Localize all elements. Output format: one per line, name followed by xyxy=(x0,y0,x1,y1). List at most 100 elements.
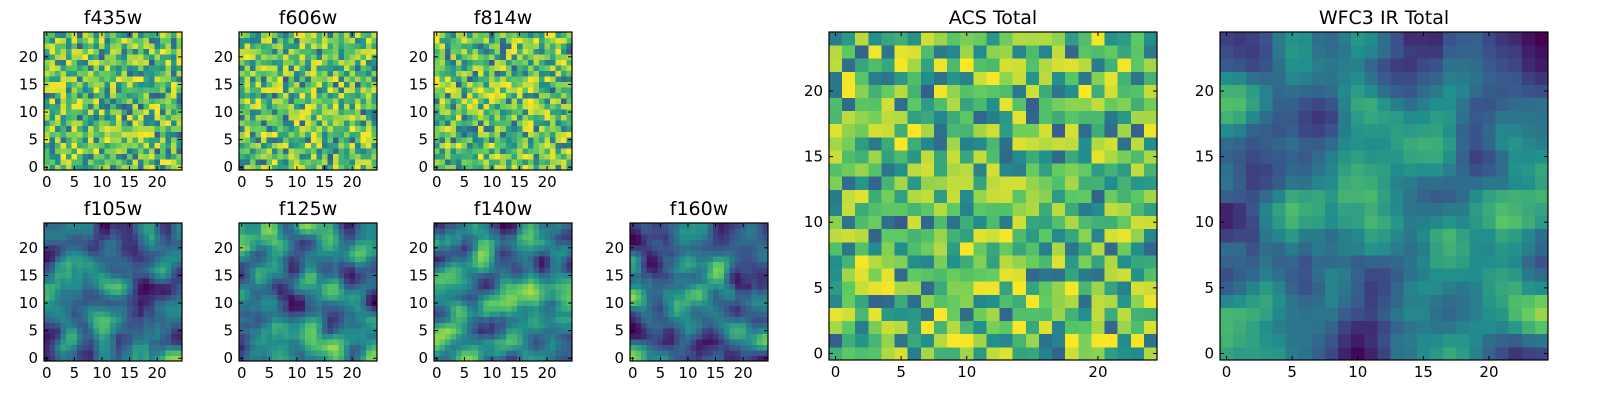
heatmap-cell xyxy=(93,153,100,160)
heatmap-cell xyxy=(500,272,507,279)
heatmap-cell xyxy=(555,338,562,345)
heatmap-cell xyxy=(505,59,512,66)
heatmap-cell xyxy=(439,120,446,127)
heatmap-cell xyxy=(549,81,556,88)
heatmap-cell xyxy=(44,228,50,235)
heatmap-cell xyxy=(272,327,279,334)
heatmap-cell xyxy=(104,289,111,296)
heatmap-cell xyxy=(555,327,562,334)
heatmap-cell xyxy=(674,250,681,257)
heatmap-cell xyxy=(159,136,166,143)
heatmap-cell xyxy=(489,278,496,285)
heatmap-cell xyxy=(478,65,485,72)
heatmap-cell xyxy=(1104,228,1119,243)
heatmap-cell xyxy=(690,349,697,356)
heatmap-cell xyxy=(701,239,708,246)
heatmap-cell xyxy=(60,245,67,251)
heatmap-cell xyxy=(148,272,155,279)
heatmap-cell xyxy=(55,43,61,49)
heatmap-cell xyxy=(881,307,895,322)
heatmap-cell xyxy=(261,158,267,165)
heatmap-cell xyxy=(349,92,356,99)
heatmap-cell xyxy=(71,65,78,72)
heatmap-cell xyxy=(93,70,100,77)
heatmap-cell xyxy=(472,92,479,99)
heatmap-cell xyxy=(450,327,457,334)
heatmap-cell xyxy=(66,278,72,285)
heatmap-cell xyxy=(82,103,89,110)
heatmap-cell xyxy=(549,120,556,127)
heatmap-cell xyxy=(690,239,697,246)
heatmap-cell xyxy=(1104,294,1119,308)
heatmap-cell xyxy=(894,307,909,322)
heatmap-cell xyxy=(933,294,948,308)
heatmap-cell xyxy=(527,76,534,83)
heatmap-cell xyxy=(555,87,562,94)
heatmap-cell xyxy=(365,81,372,88)
heatmap-cell xyxy=(170,327,177,334)
heatmap-cell xyxy=(489,349,496,356)
heatmap-cell xyxy=(1091,333,1105,348)
heatmap-cell xyxy=(566,103,573,110)
heatmap-cell xyxy=(137,125,144,132)
heatmap-cell xyxy=(690,311,697,318)
heatmap-cell xyxy=(461,305,468,312)
heatmap-cell xyxy=(566,59,573,66)
heatmap-cell xyxy=(434,278,440,285)
heatmap-cell xyxy=(663,305,670,312)
x-tick-label: 15 xyxy=(315,364,334,382)
heatmap-cell xyxy=(283,54,290,60)
heatmap-cell xyxy=(55,164,61,171)
heatmap-cell xyxy=(321,142,328,149)
heatmap-cell xyxy=(365,300,372,307)
heatmap-cell xyxy=(663,289,670,296)
heatmap-cell xyxy=(461,98,468,105)
heatmap-cell xyxy=(483,305,490,312)
heatmap-cell xyxy=(44,158,50,165)
heatmap-cell xyxy=(77,349,84,356)
heatmap-cell xyxy=(894,202,909,217)
heatmap-cell xyxy=(288,109,295,116)
heatmap-cell xyxy=(478,125,485,132)
heatmap-cell xyxy=(560,32,567,38)
heatmap-cell xyxy=(299,239,306,246)
heatmap-cell xyxy=(137,239,144,246)
heatmap-cell xyxy=(88,278,95,285)
heatmap-cell xyxy=(272,70,279,77)
heatmap-cell xyxy=(132,250,139,257)
heatmap-cell xyxy=(718,272,725,279)
heatmap-cell xyxy=(327,70,334,77)
heatmap-cell xyxy=(478,311,485,318)
heatmap-cell xyxy=(66,316,72,323)
heatmap-cell xyxy=(522,37,529,44)
heatmap-cell xyxy=(445,289,451,296)
heatmap-cell xyxy=(255,92,262,99)
heatmap-cell xyxy=(505,98,512,105)
heatmap-cell xyxy=(555,278,562,285)
heatmap-cell xyxy=(121,355,128,362)
heatmap-cell xyxy=(244,355,251,362)
heatmap-cell xyxy=(756,322,763,329)
heatmap-cell xyxy=(305,245,312,251)
heatmap-cell xyxy=(641,300,647,307)
heatmap-cell xyxy=(360,164,367,171)
heatmap-cell xyxy=(734,316,741,323)
heatmap-cell xyxy=(299,48,306,55)
heatmap-cell xyxy=(305,81,312,88)
heatmap-cell xyxy=(44,70,50,77)
heatmap-cell xyxy=(549,344,556,351)
heatmap-cell xyxy=(170,289,177,296)
heatmap-cell xyxy=(165,164,172,171)
heatmap-cell xyxy=(343,48,350,55)
heatmap-cell xyxy=(255,158,262,165)
heatmap-cell xyxy=(310,87,317,94)
heatmap-cell xyxy=(77,147,84,154)
heatmap-cell xyxy=(126,250,133,257)
heatmap-cell xyxy=(288,355,295,362)
heatmap-cell xyxy=(170,300,177,307)
heatmap-cell xyxy=(170,349,177,356)
heatmap-cell xyxy=(143,131,150,138)
heatmap-cell xyxy=(121,278,128,285)
heatmap-cell xyxy=(1130,215,1145,230)
